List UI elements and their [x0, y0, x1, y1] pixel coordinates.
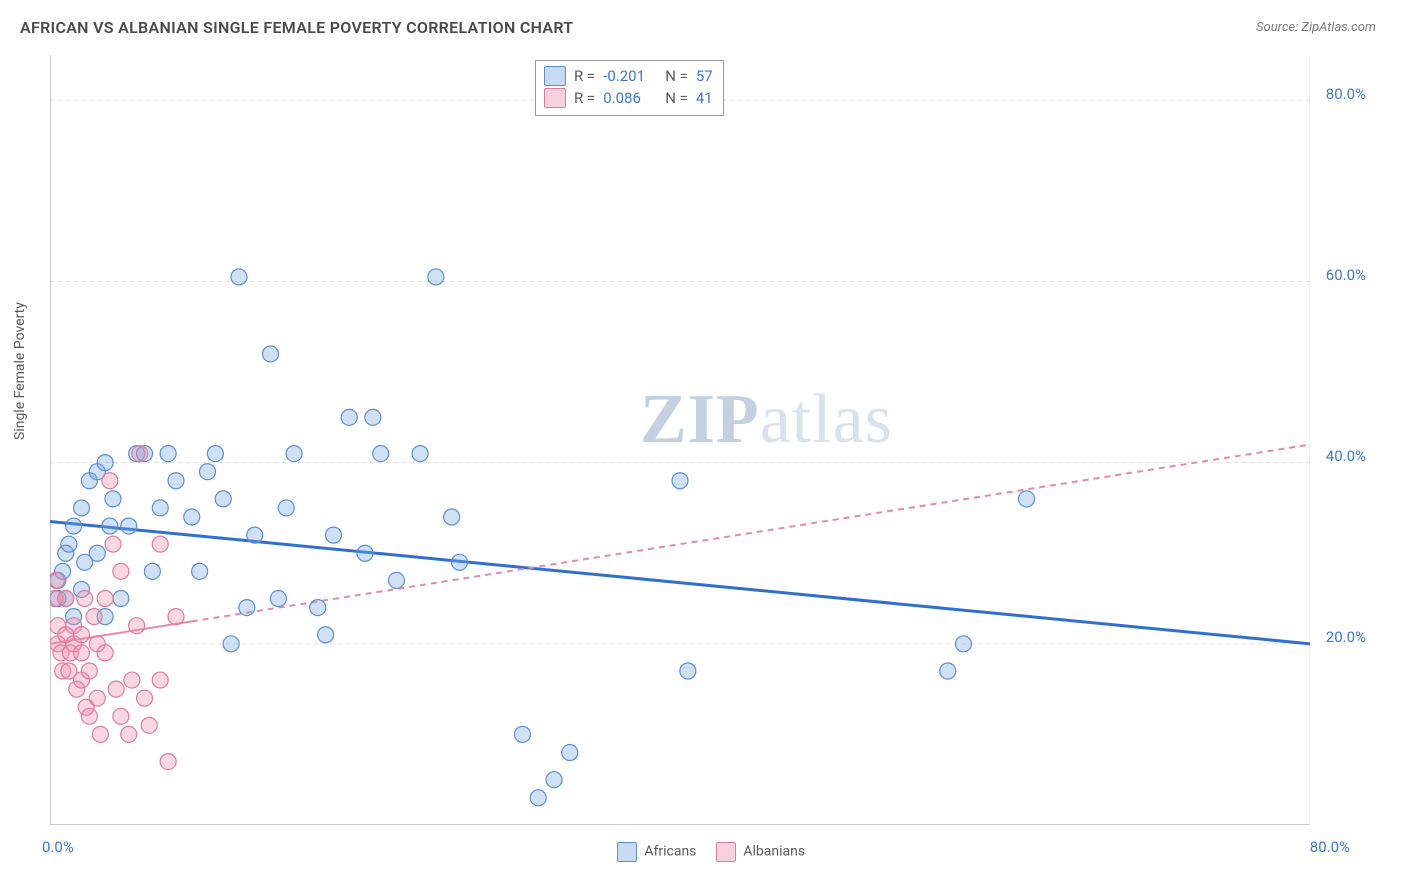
r-label: R =	[574, 65, 595, 87]
chart-container: AFRICAN VS ALBANIAN SINGLE FEMALE POVERT…	[0, 0, 1406, 892]
r-value: 0.086	[603, 87, 657, 109]
y-tick-80: 80.0%	[1326, 85, 1366, 103]
legend-swatch-albanians	[716, 842, 736, 862]
legend-label-africans: Africans	[644, 844, 696, 860]
r-value: -0.201	[603, 65, 657, 87]
scatter-plot	[50, 55, 1310, 825]
r-label: R =	[574, 87, 595, 109]
source-attribution: Source: ZipAtlas.com	[1256, 20, 1376, 35]
correlation-row-0: R = -0.201 N = 57	[544, 65, 713, 87]
legend-swatch-albanians	[544, 88, 566, 108]
y-tick-60: 60.0%	[1326, 266, 1366, 284]
y-tick-20: 20.0%	[1326, 628, 1366, 646]
series-legend: Africans Albanians	[0, 842, 1406, 862]
n-label: N =	[665, 65, 688, 87]
legend-swatch-africans	[617, 842, 637, 862]
n-value: 41	[696, 87, 713, 109]
correlation-row-1: R = 0.086 N = 41	[544, 87, 713, 109]
correlation-legend: R = -0.201 N = 57 R = 0.086 N = 41	[535, 60, 724, 116]
y-tick-40: 40.0%	[1326, 447, 1366, 465]
legend-label-albanians: Albanians	[743, 844, 805, 860]
n-label: N =	[665, 87, 688, 109]
legend-swatch-africans	[544, 66, 566, 86]
n-value: 57	[696, 65, 713, 87]
y-axis-label: Single Female Poverty	[12, 302, 28, 440]
chart-title: AFRICAN VS ALBANIAN SINGLE FEMALE POVERT…	[20, 18, 573, 37]
